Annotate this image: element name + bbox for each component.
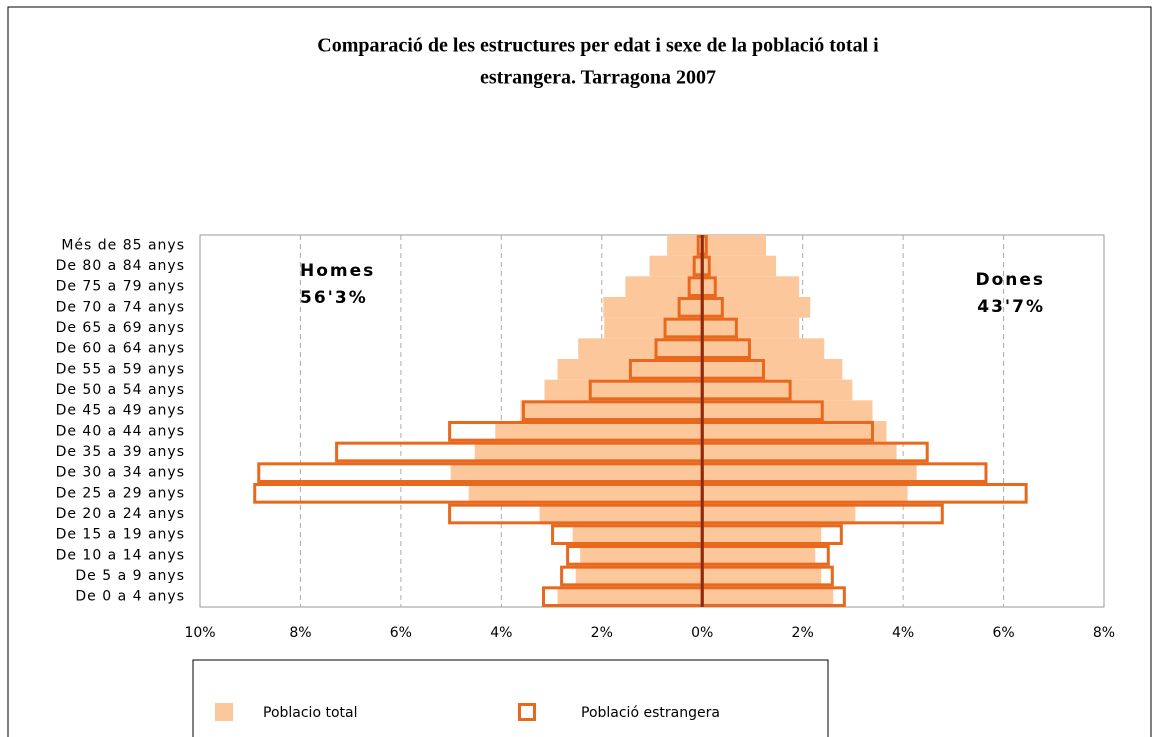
x-tick-label: 6% bbox=[992, 625, 1014, 641]
legend-label: Poblacio total bbox=[263, 705, 357, 721]
bar bbox=[702, 297, 811, 318]
bar bbox=[702, 255, 777, 277]
y-tick-label: De 45 a 49 anys bbox=[56, 403, 185, 419]
y-tick-label: De 75 a 79 anys bbox=[56, 279, 185, 295]
bar bbox=[702, 524, 822, 545]
bar bbox=[603, 297, 703, 318]
y-tick-label: De 25 a 29 anys bbox=[56, 485, 185, 501]
bar bbox=[572, 524, 703, 545]
bar bbox=[702, 235, 767, 256]
bar bbox=[625, 276, 703, 297]
annotation: 56'3% bbox=[300, 288, 368, 308]
y-tick-label: De 60 a 64 anys bbox=[56, 341, 185, 357]
y-tick-label: De 15 a 19 anys bbox=[56, 527, 185, 543]
bar bbox=[702, 483, 908, 504]
y-tick-label: De 70 a 74 anys bbox=[56, 299, 185, 315]
bar bbox=[495, 421, 703, 442]
bar bbox=[702, 276, 800, 297]
y-tick-label: De 30 a 34 anys bbox=[56, 465, 185, 481]
chart-title: Comparació de les estructures per edat i… bbox=[317, 35, 879, 57]
legend-label: Població estrangera bbox=[581, 705, 720, 721]
bar bbox=[702, 317, 800, 339]
bar bbox=[702, 421, 887, 442]
bar bbox=[474, 441, 703, 463]
bar bbox=[702, 400, 873, 421]
bar bbox=[575, 565, 703, 587]
y-tick-label: De 0 a 4 anys bbox=[75, 589, 185, 605]
bar bbox=[702, 441, 897, 463]
bar bbox=[580, 545, 703, 566]
bar bbox=[520, 400, 703, 421]
bar bbox=[544, 379, 703, 401]
bar bbox=[702, 503, 856, 525]
y-tick-label: De 50 a 54 anys bbox=[56, 382, 185, 398]
x-tick-label: 0% bbox=[691, 625, 713, 641]
x-tick-label: 2% bbox=[792, 625, 814, 641]
y-tick-label: De 35 a 39 anys bbox=[56, 444, 185, 460]
y-tick-label: De 10 a 14 anys bbox=[56, 547, 185, 563]
y-tick-label: Més de 85 anys bbox=[61, 237, 185, 253]
bar bbox=[604, 317, 703, 339]
bar bbox=[702, 359, 843, 380]
y-tick-label: De 5 a 9 anys bbox=[75, 568, 185, 584]
x-tick-label: 10% bbox=[184, 625, 215, 641]
y-tick-label: De 80 a 84 anys bbox=[56, 258, 185, 274]
annotation: Dones bbox=[975, 270, 1045, 290]
y-tick-label: De 40 a 44 anys bbox=[56, 423, 185, 439]
x-tick-label: 2% bbox=[591, 625, 613, 641]
y-tick-label: De 55 a 59 anys bbox=[56, 361, 185, 377]
bar bbox=[702, 586, 834, 607]
x-tick-label: 6% bbox=[390, 625, 412, 641]
bar bbox=[702, 338, 825, 359]
legend-swatch bbox=[215, 703, 233, 721]
chart-title: estrangera. Tarragona 2007 bbox=[480, 67, 716, 89]
bar bbox=[702, 565, 822, 587]
x-tick-label: 4% bbox=[892, 625, 914, 641]
bar bbox=[468, 483, 703, 504]
annotation: 43'7% bbox=[977, 297, 1045, 317]
bar bbox=[450, 462, 703, 483]
x-tick-label: 8% bbox=[289, 625, 311, 641]
bar bbox=[667, 235, 703, 256]
bar bbox=[557, 586, 703, 607]
x-tick-label: 8% bbox=[1093, 625, 1115, 641]
bar bbox=[578, 338, 703, 359]
annotation: Homes bbox=[300, 261, 375, 281]
bar bbox=[702, 462, 917, 483]
x-tick-label: 4% bbox=[490, 625, 512, 641]
bar bbox=[539, 503, 703, 525]
y-tick-label: De 20 a 24 anys bbox=[56, 506, 185, 522]
y-tick-label: De 65 a 69 anys bbox=[56, 320, 185, 336]
legend bbox=[192, 659, 829, 737]
bar bbox=[702, 379, 853, 401]
bar bbox=[702, 545, 816, 566]
legend-swatch bbox=[518, 703, 536, 721]
bar bbox=[649, 255, 703, 277]
